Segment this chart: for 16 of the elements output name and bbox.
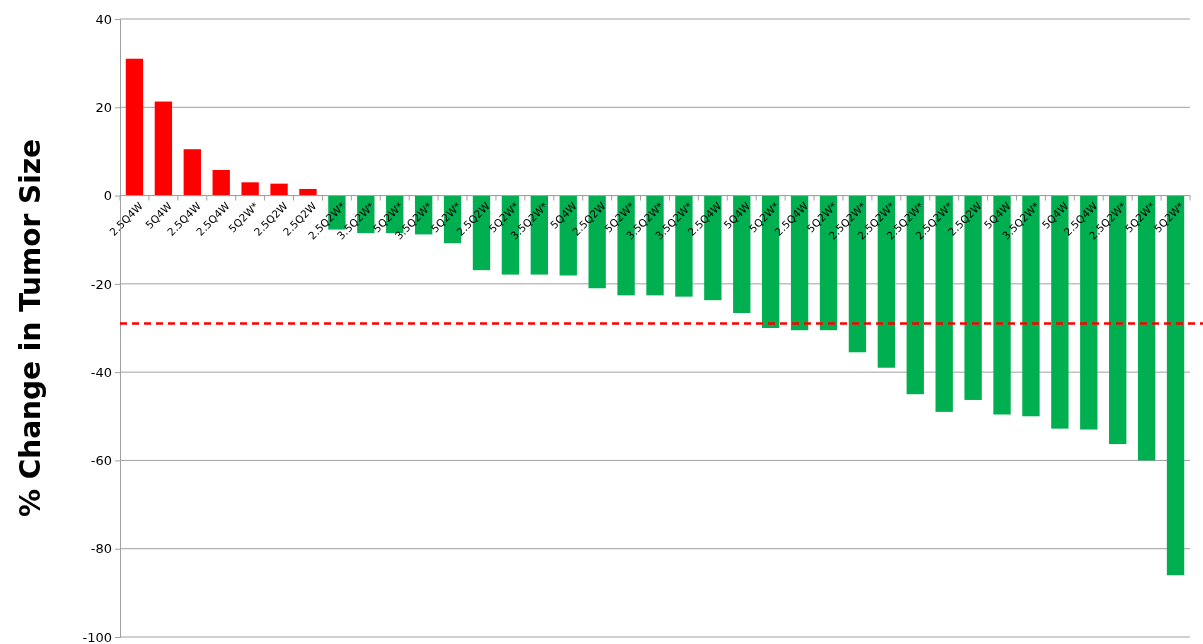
y-tick-label: -100 [82,629,112,644]
bar [183,149,201,196]
y-tick-label: -60 [90,453,112,469]
bar [241,182,259,196]
bar [125,58,144,196]
bar [212,169,230,196]
bar [270,183,288,196]
bar [154,101,173,196]
y-tick-label: 0 [103,188,112,204]
y-tick-label: -20 [90,276,112,292]
bar [299,188,317,196]
y-tick-label: 20 [95,99,112,115]
y-axis-title: % Change in Tumor Size [14,138,47,518]
y-tick-label: 40 [95,11,112,27]
y-tick-label: -80 [90,541,112,557]
y-tick-label: -40 [90,364,112,380]
